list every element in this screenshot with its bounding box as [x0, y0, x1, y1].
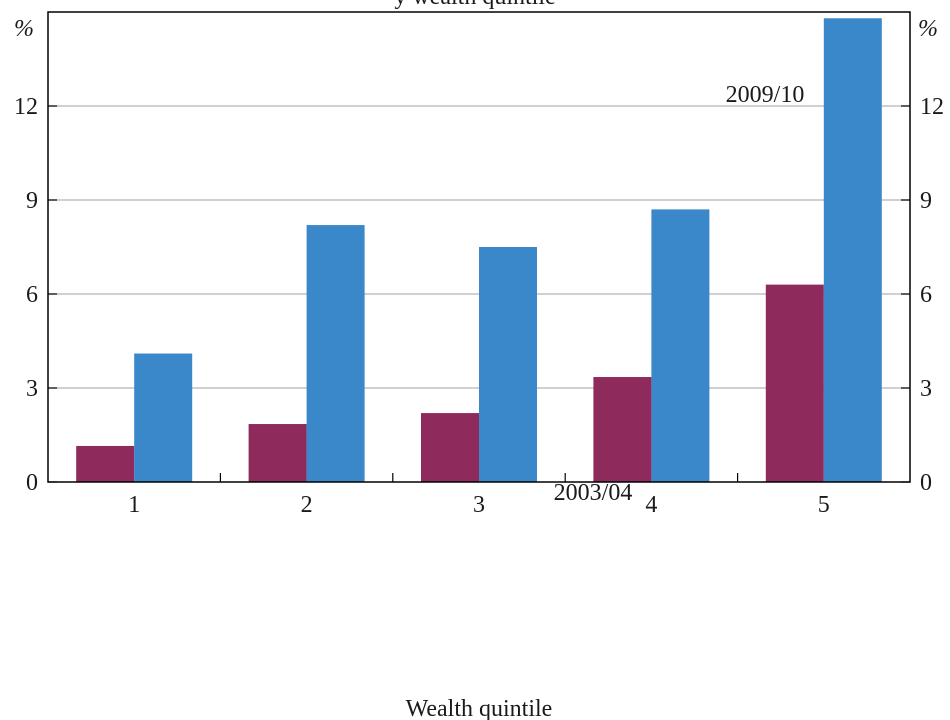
y-tick-label-right: 6 [920, 282, 932, 308]
y-tick-label-right: 3 [920, 376, 932, 402]
bar-2009-10-q3 [479, 247, 537, 482]
y-tick-label-left: 6 [26, 282, 38, 308]
y-tick-label-left: 0 [26, 470, 38, 496]
plot-frame [47, 11, 911, 483]
y-tick-label-left: 12 [14, 94, 38, 120]
ticks: 0 03 36 69 912 121 2 3 4 5 [14, 94, 944, 518]
bar-2003-04-q1 [76, 445, 135, 482]
x-tick-label: 5 [818, 492, 830, 518]
bar-2009-10-q4 [651, 209, 710, 482]
y-tick-label-right: 9 [920, 188, 932, 214]
y-tick-label-left: 9 [26, 188, 38, 214]
bar-2003-04-q3 [421, 413, 479, 482]
bar-2009-10-q5 [823, 18, 882, 483]
bar-2003-04-q2 [248, 424, 307, 482]
bars [76, 18, 882, 483]
y-axis-unit-left: % [14, 16, 34, 42]
chart-title: y wealth quintile [394, 0, 555, 10]
y-tick-label-right: 12 [920, 94, 944, 120]
x-tick-label: 1 [128, 492, 140, 518]
bar-2009-10-q1 [134, 353, 193, 482]
bar-2003-04-q5 [765, 284, 824, 482]
series-label-2003-04: 2003/04 [554, 480, 633, 506]
x-tick-label: 2 [301, 492, 313, 518]
y-tick-label-left: 3 [26, 376, 38, 402]
y-tick-label-right: 0 [920, 470, 932, 496]
series-label-2009-10: 2009/10 [726, 82, 805, 108]
bar-2003-04-q4 [593, 377, 652, 482]
x-tick-label: 4 [645, 492, 657, 518]
x-tick-label: 3 [473, 492, 485, 518]
x-axis-title: Wealth quintile [406, 696, 553, 720]
y-axis-unit-right: % [918, 16, 938, 42]
bar-2009-10-q2 [306, 225, 365, 483]
